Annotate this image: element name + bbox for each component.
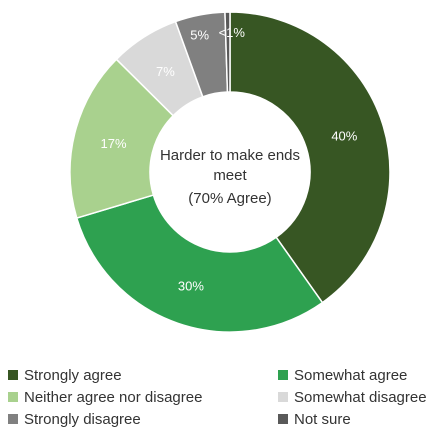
legend-swatch xyxy=(8,414,18,424)
slice-label-somewhat-disagree: 7% xyxy=(156,64,175,79)
center-label-line-3: (70% Agree) xyxy=(188,190,271,207)
slice-not-sure xyxy=(224,11,231,93)
slice-labels: 40% 30% 17% 7% 5% <1% xyxy=(101,25,358,293)
donut-slices xyxy=(69,11,391,333)
chart-legend: Strongly agree Somewhat agree Neither ag… xyxy=(0,364,438,430)
legend-item-somewhat-disagree: Somewhat disagree xyxy=(278,386,427,408)
legend-swatch xyxy=(8,370,18,380)
legend-swatch xyxy=(8,392,18,402)
legend-label: Somewhat disagree xyxy=(294,388,427,406)
legend-item-strongly-disagree: Strongly disagree xyxy=(8,408,141,430)
legend-item-not-sure: Not sure xyxy=(278,408,351,430)
legend-label: Strongly disagree xyxy=(24,410,141,428)
center-label-line-2: meet xyxy=(213,167,247,184)
legend-label: Strongly agree xyxy=(24,366,122,384)
slice-neither-agree-nor-disagree xyxy=(69,58,175,220)
slice-somewhat-agree xyxy=(75,194,324,333)
legend-swatch xyxy=(278,370,288,380)
donut-chart: 40% 30% 17% 7% 5% <1% Harder to make ends mee… xyxy=(69,11,391,333)
center-label-line-1: Harder to make ends xyxy=(160,147,300,164)
legend-item-strongly-agree: Strongly agree xyxy=(8,364,122,386)
legend-label: Not sure xyxy=(294,410,351,428)
slice-label-neither-agree-nor-disagree: 17% xyxy=(101,136,127,151)
slice-label-strongly-agree: 40% xyxy=(331,129,357,144)
slice-label-somewhat-agree: 30% xyxy=(178,278,204,293)
slice-label-strongly-disagree: 5% xyxy=(190,28,209,43)
legend-item-somewhat-agree: Somewhat agree xyxy=(278,364,407,386)
slice-strongly-agree xyxy=(229,11,391,304)
legend-item-neither: Neither agree nor disagree xyxy=(8,386,202,408)
legend-label: Neither agree nor disagree xyxy=(24,388,203,406)
legend-swatch xyxy=(278,414,288,424)
slice-label-not-sure: <1% xyxy=(219,25,246,40)
legend-label: Somewhat agree xyxy=(294,366,408,384)
legend-swatch xyxy=(278,392,288,402)
